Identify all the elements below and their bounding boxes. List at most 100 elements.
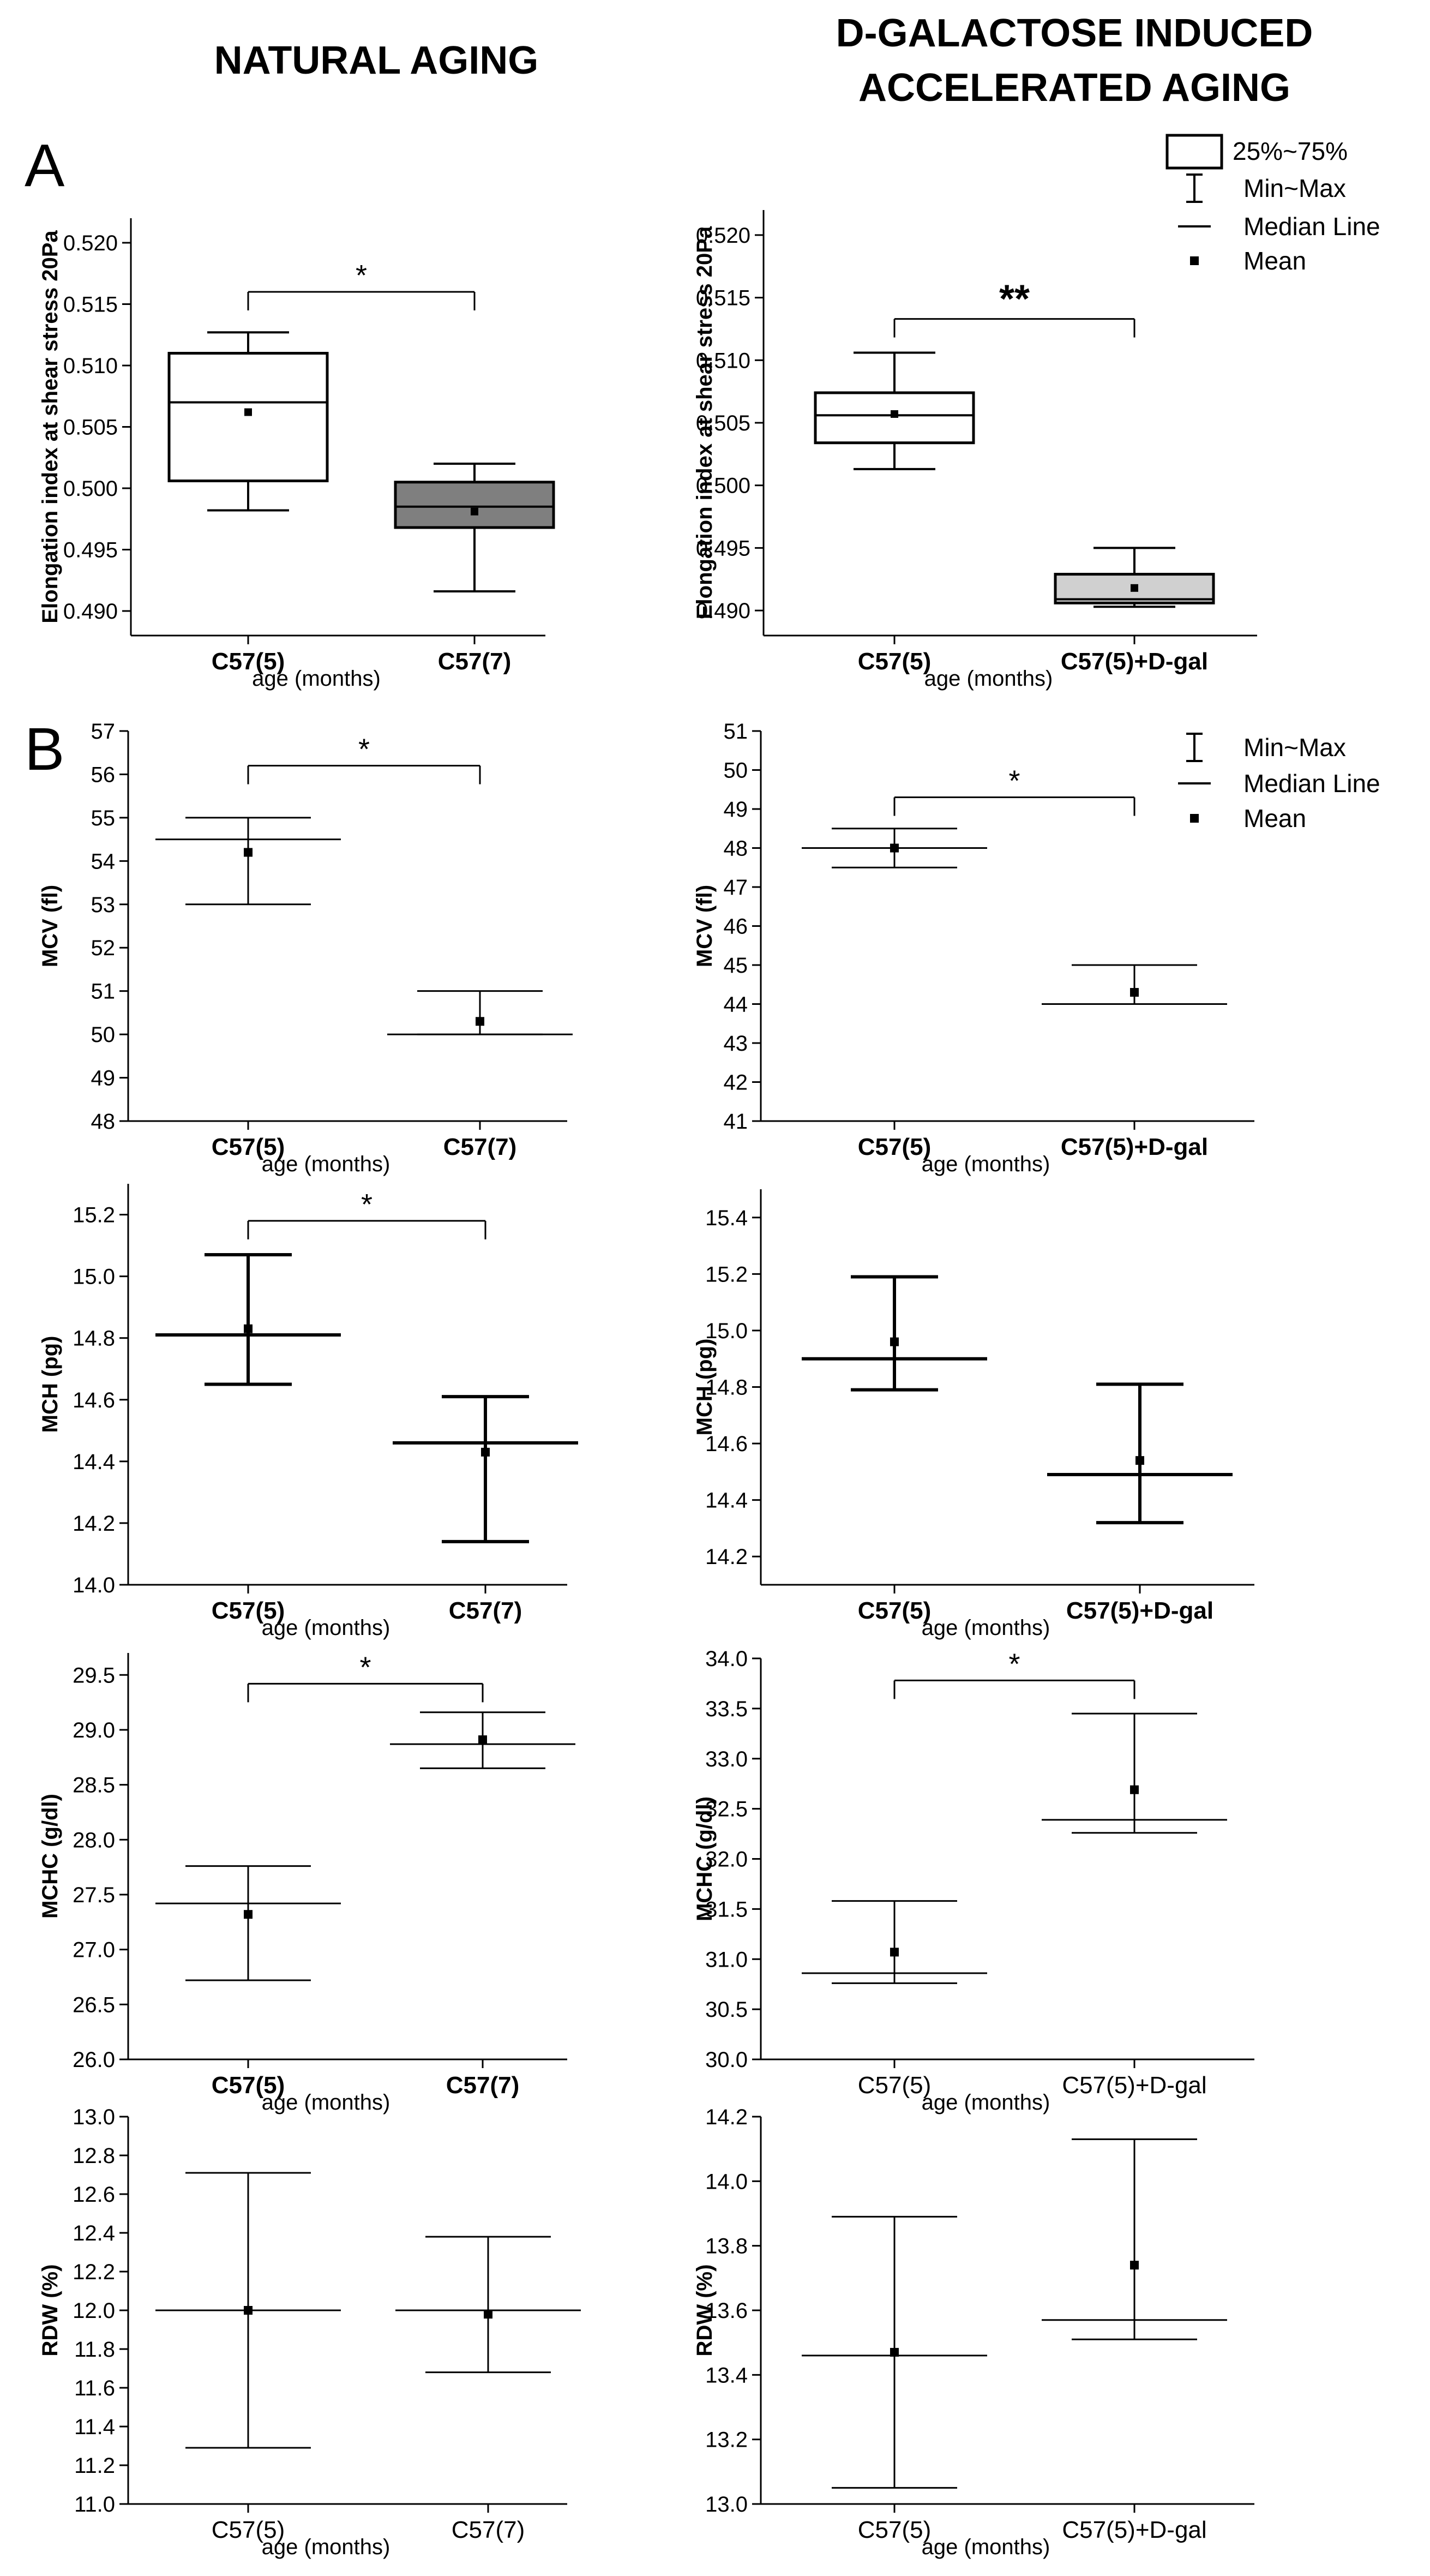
- x-axis-label: age (months): [262, 2535, 390, 2559]
- mean-marker: [471, 507, 478, 516]
- y-tick-label: 48: [91, 1110, 116, 1134]
- y-tick-label: 30.5: [705, 1998, 748, 2022]
- legend-label: Mean: [1243, 247, 1306, 275]
- x-tick-label: C57(7): [438, 648, 512, 675]
- y-tick-label: 14.4: [705, 1489, 748, 1513]
- y-tick-label: 55: [91, 806, 116, 830]
- y-tick-label: 11.0: [74, 2493, 115, 2517]
- y-tick-label: 14.2: [705, 1545, 748, 1569]
- y-tick-label: 42: [724, 1071, 748, 1095]
- x-tick-label: C57(5)+D-gal: [1062, 2072, 1206, 2099]
- y-tick-label: 53: [91, 893, 116, 917]
- y-tick-label: 14.0: [705, 2170, 748, 2194]
- mean-marker: [890, 1948, 899, 1957]
- legend-label: Median Line: [1243, 769, 1380, 798]
- x-tick-label: C57(5): [858, 2072, 932, 2099]
- mean-marker: [484, 2310, 492, 2319]
- y-tick-label: 31.0: [705, 1948, 748, 1972]
- legend-label: Min~Max: [1243, 174, 1346, 202]
- y-tick-label: 30.0: [705, 2048, 748, 2072]
- legend-box-swatch: [1165, 134, 1223, 170]
- x-tick-label: C57(5): [212, 1597, 285, 1624]
- legend-label: Min~Max: [1243, 733, 1346, 762]
- x-axis-label: age (months): [922, 2535, 1050, 2559]
- y-tick-label: 13.0: [73, 2105, 115, 2129]
- y-tick-label: 12.4: [73, 2221, 115, 2245]
- significance-label: *: [1008, 1648, 1020, 1680]
- y-tick-label: 0.510: [63, 354, 118, 378]
- x-tick-label: C57(5)+D-gal: [1062, 2517, 1206, 2543]
- y-tick-label: 0.490: [696, 599, 750, 623]
- y-tick-label: 33.5: [705, 1697, 748, 1721]
- y-tick-label: 13.2: [705, 2428, 748, 2452]
- y-tick-label: 11.6: [74, 2376, 115, 2400]
- x-tick-label: C57(5): [858, 1597, 932, 1624]
- significance-label: *: [356, 259, 367, 292]
- y-tick-label: 13.6: [705, 2299, 748, 2323]
- y-tick-label: 0.495: [63, 538, 118, 562]
- panel-label-a: A: [25, 132, 65, 199]
- y-tick-label: 0.500: [696, 474, 750, 498]
- y-tick-label: 0.505: [63, 416, 118, 440]
- y-tick-label: 0.515: [63, 293, 118, 317]
- y-tick-label: 14.2: [705, 2105, 748, 2129]
- y-tick-label: 56: [91, 763, 116, 787]
- mean-marker: [244, 2306, 253, 2315]
- x-axis-label: age (months): [252, 667, 381, 691]
- column-title-dgal-line2: ACCELERATED AGING: [858, 66, 1290, 110]
- y-tick-label: 12.0: [73, 2299, 115, 2323]
- y-axis-label: MCH (pg): [38, 1336, 62, 1433]
- y-tick-label: 14.2: [73, 1512, 115, 1536]
- mean-marker: [891, 410, 898, 418]
- y-tick-label: 15.4: [705, 1206, 748, 1230]
- mean-marker: [476, 1017, 484, 1026]
- y-tick-label: 49: [724, 798, 748, 822]
- y-tick-label: 15.2: [705, 1262, 748, 1286]
- mean-marker: [478, 1735, 487, 1745]
- significance-label: *: [361, 1188, 372, 1221]
- x-tick-label: C57(5)+D-gal: [1061, 648, 1208, 675]
- y-tick-label: 14.0: [73, 1573, 115, 1597]
- mean-marker: [890, 2347, 899, 2357]
- mean-marker: [481, 1447, 490, 1457]
- x-tick-label: C57(5): [212, 2072, 285, 2099]
- column-title-natural-aging: NATURAL AGING: [214, 39, 539, 82]
- x-tick-label: C57(5): [858, 1134, 932, 1160]
- y-tick-label: 27.5: [73, 1883, 115, 1907]
- y-tick-label: 11.2: [74, 2454, 115, 2478]
- column-title-dgal-line1: D-GALACTOSE INDUCED: [836, 11, 1313, 55]
- y-axis-label: Elongation index at shear stress 20Pa: [38, 230, 62, 624]
- x-tick-label: C57(5): [858, 2517, 932, 2543]
- x-axis-label: age (months): [922, 2090, 1050, 2114]
- y-tick-label: 51: [91, 980, 116, 1004]
- y-tick-label: 15.2: [73, 1203, 115, 1227]
- x-tick-label: C57(5)+D-gal: [1061, 1134, 1208, 1160]
- x-tick-label: C57(5)+D-gal: [1066, 1597, 1213, 1624]
- y-tick-label: 31.5: [705, 1897, 748, 1921]
- x-tick-label: C57(5): [212, 648, 285, 675]
- x-tick-label: C57(5): [858, 648, 932, 675]
- significance-label: *: [1008, 765, 1020, 798]
- significance-label: *: [359, 1651, 371, 1684]
- y-tick-label: 15.0: [705, 1319, 748, 1343]
- y-axis-label: MCHC (g/dl): [693, 1796, 717, 1921]
- legend-mean-swatch: [1190, 256, 1199, 265]
- y-tick-label: 26.5: [73, 1993, 115, 2017]
- y-tick-label: 13.0: [705, 2493, 748, 2517]
- mean-marker: [1131, 584, 1138, 592]
- y-tick-label: 26.0: [73, 2048, 115, 2072]
- y-tick-label: 14.6: [705, 1432, 748, 1456]
- mean-marker: [1135, 1456, 1144, 1465]
- y-tick-label: 43: [724, 1032, 748, 1056]
- y-tick-label: 57: [91, 720, 116, 744]
- y-tick-label: 13.4: [705, 2363, 748, 2387]
- y-tick-label: 15.0: [73, 1265, 115, 1289]
- y-tick-label: 34.0: [705, 1647, 748, 1671]
- y-tick-label: 54: [91, 849, 116, 873]
- y-tick-label: 12.6: [73, 2183, 115, 2207]
- y-tick-label: 49: [91, 1067, 116, 1091]
- y-tick-label: 29.0: [73, 1718, 115, 1742]
- mean-marker: [244, 1910, 253, 1919]
- box-iqr: [394, 481, 555, 529]
- x-tick-label: C57(7): [446, 2072, 520, 2099]
